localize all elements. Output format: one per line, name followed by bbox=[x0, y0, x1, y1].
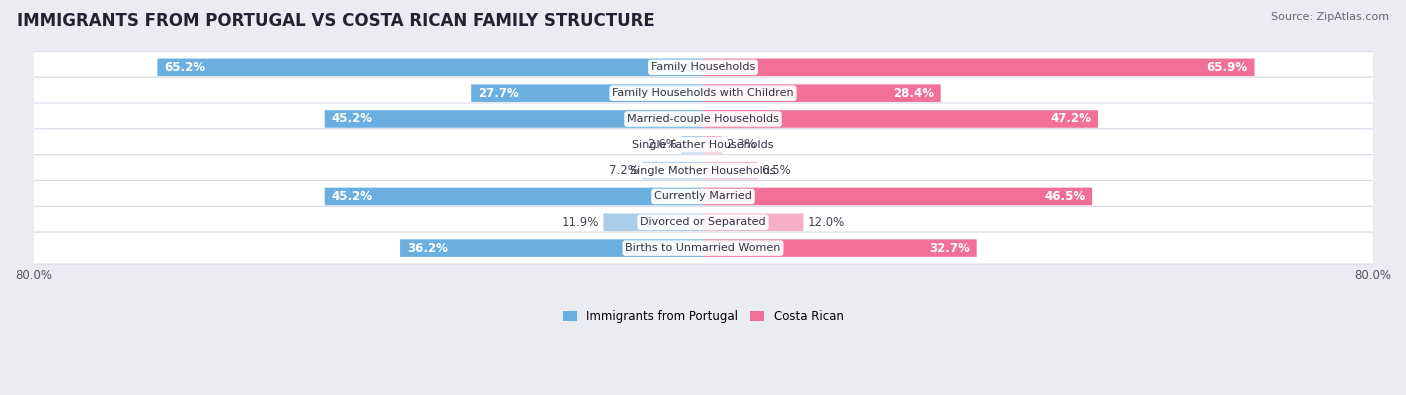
FancyBboxPatch shape bbox=[32, 206, 1374, 238]
Text: 46.5%: 46.5% bbox=[1045, 190, 1085, 203]
Legend: Immigrants from Portugal, Costa Rican: Immigrants from Portugal, Costa Rican bbox=[558, 305, 848, 327]
Text: Single Father Households: Single Father Households bbox=[633, 140, 773, 150]
Text: IMMIGRANTS FROM PORTUGAL VS COSTA RICAN FAMILY STRUCTURE: IMMIGRANTS FROM PORTUGAL VS COSTA RICAN … bbox=[17, 12, 655, 30]
Text: 32.7%: 32.7% bbox=[929, 242, 970, 255]
FancyBboxPatch shape bbox=[325, 110, 703, 128]
Text: Family Households: Family Households bbox=[651, 62, 755, 72]
Text: 11.9%: 11.9% bbox=[562, 216, 599, 229]
FancyBboxPatch shape bbox=[682, 136, 703, 154]
Text: 45.2%: 45.2% bbox=[332, 190, 373, 203]
Text: 27.7%: 27.7% bbox=[478, 87, 519, 100]
FancyBboxPatch shape bbox=[703, 162, 758, 179]
Text: Births to Unmarried Women: Births to Unmarried Women bbox=[626, 243, 780, 253]
Text: 2.6%: 2.6% bbox=[647, 138, 678, 151]
Text: Single Mother Households: Single Mother Households bbox=[630, 166, 776, 176]
Text: 2.3%: 2.3% bbox=[727, 138, 756, 151]
Text: 65.9%: 65.9% bbox=[1206, 61, 1247, 74]
Text: Family Households with Children: Family Households with Children bbox=[612, 88, 794, 98]
Text: 28.4%: 28.4% bbox=[893, 87, 934, 100]
FancyBboxPatch shape bbox=[703, 213, 803, 231]
Text: 45.2%: 45.2% bbox=[332, 113, 373, 126]
Text: Divorced or Separated: Divorced or Separated bbox=[640, 217, 766, 227]
FancyBboxPatch shape bbox=[32, 154, 1374, 186]
FancyBboxPatch shape bbox=[325, 188, 703, 205]
Text: Currently Married: Currently Married bbox=[654, 192, 752, 201]
FancyBboxPatch shape bbox=[32, 51, 1374, 83]
Text: 6.5%: 6.5% bbox=[762, 164, 792, 177]
Text: 12.0%: 12.0% bbox=[807, 216, 845, 229]
FancyBboxPatch shape bbox=[32, 129, 1374, 161]
Text: 36.2%: 36.2% bbox=[406, 242, 447, 255]
FancyBboxPatch shape bbox=[32, 181, 1374, 213]
Text: Source: ZipAtlas.com: Source: ZipAtlas.com bbox=[1271, 12, 1389, 22]
Text: Married-couple Households: Married-couple Households bbox=[627, 114, 779, 124]
FancyBboxPatch shape bbox=[643, 162, 703, 179]
FancyBboxPatch shape bbox=[703, 239, 977, 257]
FancyBboxPatch shape bbox=[401, 239, 703, 257]
FancyBboxPatch shape bbox=[471, 85, 703, 102]
FancyBboxPatch shape bbox=[32, 77, 1374, 109]
FancyBboxPatch shape bbox=[32, 103, 1374, 135]
Text: 7.2%: 7.2% bbox=[609, 164, 638, 177]
Text: 47.2%: 47.2% bbox=[1050, 113, 1091, 126]
FancyBboxPatch shape bbox=[157, 58, 703, 76]
FancyBboxPatch shape bbox=[32, 232, 1374, 264]
FancyBboxPatch shape bbox=[603, 213, 703, 231]
FancyBboxPatch shape bbox=[703, 58, 1254, 76]
Text: 65.2%: 65.2% bbox=[165, 61, 205, 74]
FancyBboxPatch shape bbox=[703, 188, 1092, 205]
FancyBboxPatch shape bbox=[703, 85, 941, 102]
FancyBboxPatch shape bbox=[703, 110, 1098, 128]
FancyBboxPatch shape bbox=[703, 136, 723, 154]
